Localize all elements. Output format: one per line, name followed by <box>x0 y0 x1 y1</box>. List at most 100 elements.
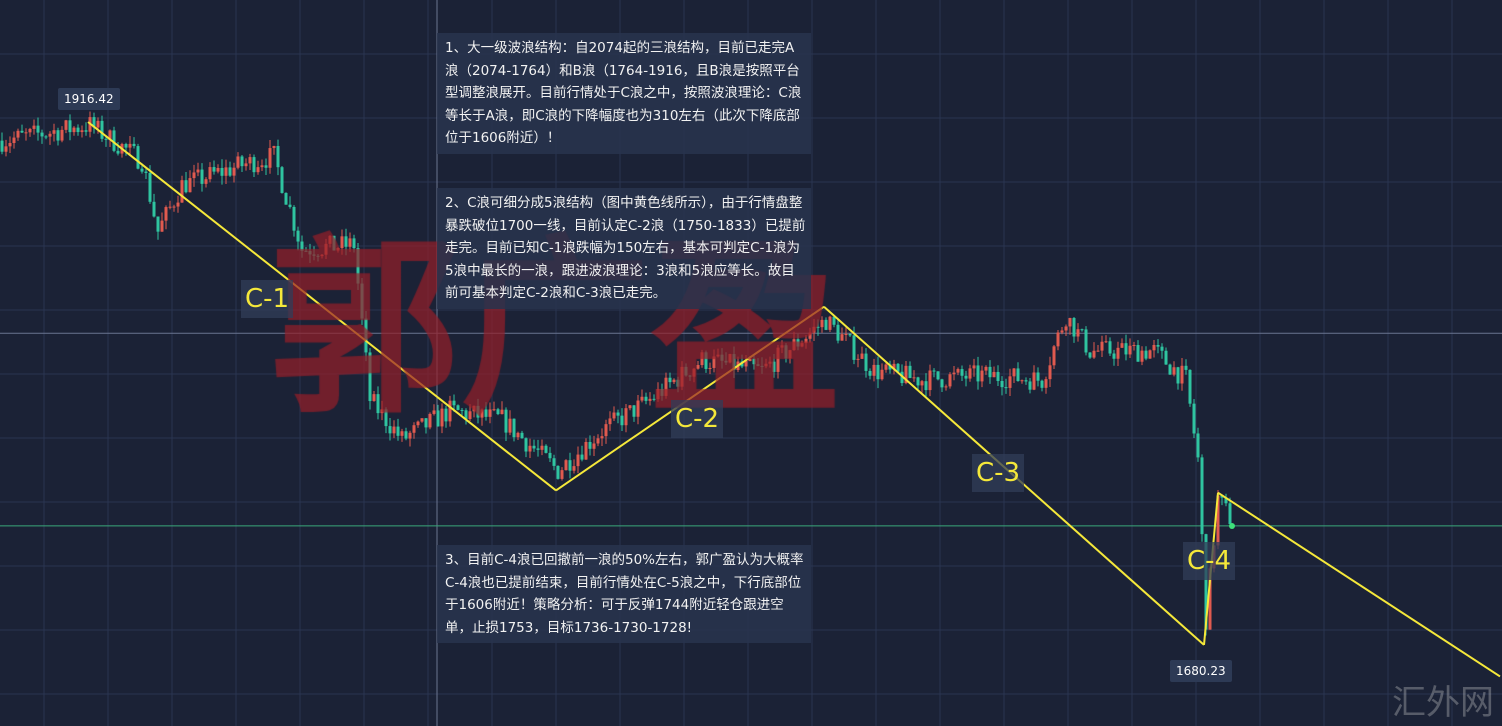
candle-body <box>460 409 464 411</box>
candle-body <box>1116 347 1120 359</box>
candle-body <box>4 146 8 152</box>
candle-body <box>608 418 612 425</box>
candle-body <box>312 254 316 256</box>
candle-body <box>636 400 640 417</box>
candle-body <box>932 370 936 372</box>
candle-body <box>600 436 604 439</box>
candle-body <box>0 140 4 152</box>
candle-body <box>388 426 392 434</box>
candle-body <box>816 326 820 328</box>
candle-body <box>692 368 696 377</box>
candle-body <box>604 424 608 437</box>
candle-body <box>684 366 688 376</box>
candle-body <box>496 409 500 415</box>
analysis-note-3: 3、目前C-4浪已回撤前一浪的50%左右，郭广盈认为大概率C-4浪也已提前结束，… <box>437 545 811 643</box>
candle-body <box>1040 380 1044 388</box>
candle-body <box>664 377 668 396</box>
candle-body <box>756 364 760 366</box>
candle-body <box>232 167 236 176</box>
candle-body <box>248 157 252 164</box>
candle-body <box>332 235 336 251</box>
candle-body <box>284 192 288 205</box>
candle-body <box>1064 326 1068 331</box>
candle-body <box>340 236 344 248</box>
candle-body <box>448 400 452 422</box>
candle-body <box>500 409 504 415</box>
candle-body <box>144 171 148 173</box>
site-watermark: 汇外网 <box>1392 683 1494 723</box>
candle-body <box>1192 403 1196 434</box>
candle-body <box>880 369 884 380</box>
candle-body <box>180 180 184 203</box>
candle-body <box>668 377 672 383</box>
candle-body <box>276 145 280 168</box>
candle-body <box>672 379 676 383</box>
candle-body <box>1228 503 1232 525</box>
candle-body <box>1104 341 1108 343</box>
candle-body <box>176 202 180 207</box>
candle-body <box>28 128 32 133</box>
candle-body <box>32 125 36 129</box>
candle-body <box>1180 365 1184 384</box>
candle-body <box>136 146 140 169</box>
candle-body <box>916 377 920 386</box>
wave-line-segment <box>555 305 825 492</box>
candle-body <box>844 333 848 335</box>
candle-body <box>272 145 276 149</box>
candle-body <box>432 410 436 414</box>
candle-body <box>596 438 600 444</box>
candle-body <box>328 235 332 244</box>
candle-body <box>444 408 448 422</box>
candle-body <box>1044 379 1048 388</box>
candle-body <box>304 250 308 252</box>
candle-body <box>256 167 260 173</box>
candle-body <box>416 421 420 426</box>
candle-body <box>452 400 456 406</box>
candle-body <box>1076 329 1080 337</box>
candle-body <box>356 248 360 284</box>
candle-body <box>1160 346 1164 351</box>
candle-body <box>376 394 380 414</box>
candle-body <box>408 432 412 439</box>
candle-body <box>908 365 912 379</box>
candle-body <box>1148 350 1152 359</box>
analysis-note-2: 2、C浪可细分成5浪结构（图中黄色线所示），由于行情盘整暴跌破位1700一线，目… <box>437 188 811 309</box>
candle-body <box>1048 365 1052 380</box>
candle-body <box>580 454 584 460</box>
candle-body <box>1144 350 1148 359</box>
candle-body <box>436 410 440 427</box>
candle-body <box>836 324 840 341</box>
candle-body <box>556 465 560 479</box>
candle-body <box>592 443 596 449</box>
candle-body <box>484 409 488 417</box>
candle-body <box>1092 350 1096 358</box>
candle-body <box>640 396 644 401</box>
candle-body <box>620 415 624 426</box>
candle-body <box>168 206 172 208</box>
candle-body <box>988 366 992 378</box>
candle-body <box>288 204 292 207</box>
candle-body <box>1088 352 1092 358</box>
candle-body <box>936 371 940 380</box>
candle-body <box>696 365 700 369</box>
candle-body <box>116 150 120 154</box>
candle-body <box>812 326 816 333</box>
candle-body <box>624 408 628 426</box>
candle-body <box>644 396 648 401</box>
candle-body <box>1108 341 1112 354</box>
candle-body <box>516 432 520 438</box>
candle-body <box>1164 350 1168 365</box>
candle-body <box>480 409 484 418</box>
candle-body <box>264 165 268 168</box>
candle-body <box>960 369 964 376</box>
candle-body <box>728 354 732 363</box>
candle-body <box>1100 341 1104 351</box>
candle-body <box>1028 381 1032 390</box>
candle-body <box>364 318 368 353</box>
candle-body <box>384 409 388 427</box>
candle-body <box>536 448 540 450</box>
candle-body <box>856 358 860 360</box>
candle-body <box>912 377 916 379</box>
candle-body <box>1096 350 1100 352</box>
candle-body <box>100 120 104 139</box>
